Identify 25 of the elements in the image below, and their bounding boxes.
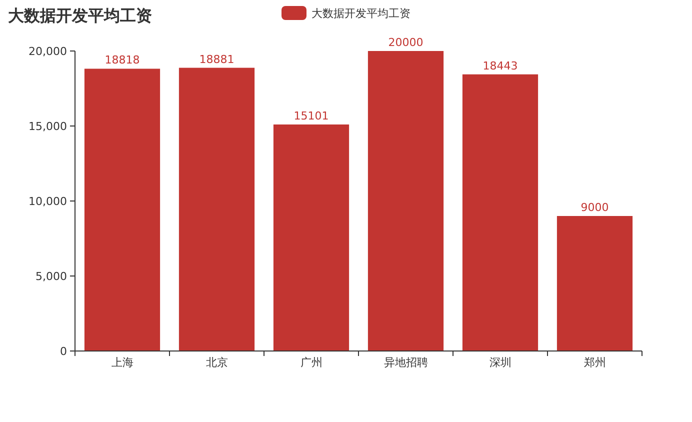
x-tick-label: 深圳 bbox=[489, 356, 512, 369]
bar bbox=[84, 68, 160, 351]
x-tick-label: 异地招聘 bbox=[384, 356, 428, 369]
data-label: 18818 bbox=[104, 54, 140, 67]
data-label: 18881 bbox=[199, 52, 234, 66]
x-tick-label: 广州 bbox=[300, 356, 322, 369]
bar bbox=[178, 68, 255, 351]
data-label: 15101 bbox=[294, 109, 329, 122]
data-label: 9000 bbox=[580, 201, 609, 214]
legend-label: 大数据开发平均工资 bbox=[312, 7, 410, 20]
bar bbox=[368, 51, 444, 351]
y-tick-label: 0 bbox=[60, 345, 67, 358]
data-label: 18443 bbox=[482, 59, 518, 72]
x-tick-label: 上海 bbox=[111, 356, 134, 369]
x-tick-label: 郑州 bbox=[584, 356, 606, 369]
bar bbox=[273, 124, 350, 351]
bar bbox=[556, 216, 633, 351]
y-tick-label: 20,000 bbox=[28, 45, 67, 58]
bar bbox=[462, 74, 538, 351]
y-tick-label: 15,000 bbox=[28, 120, 67, 133]
chart-title: 大数据开发平均工资 bbox=[8, 6, 152, 25]
y-tick-label: 10,000 bbox=[28, 195, 67, 208]
data-label: 20000 bbox=[388, 36, 424, 49]
x-tick-label: 北京 bbox=[206, 356, 228, 369]
y-tick-label: 5,000 bbox=[36, 270, 67, 283]
